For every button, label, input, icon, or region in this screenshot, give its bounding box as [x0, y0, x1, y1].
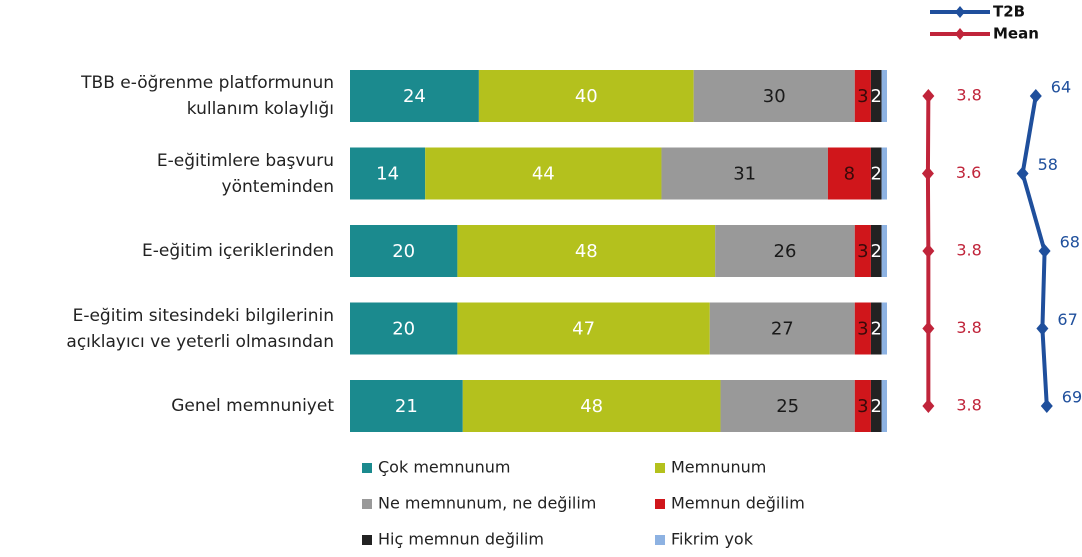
bar-segment — [709, 302, 855, 355]
bar-segment — [854, 380, 871, 432]
data-label: 21 — [395, 396, 418, 417]
legend-swatch — [655, 535, 665, 545]
line-label: 3.6 — [956, 163, 981, 182]
bar-segment — [720, 380, 855, 432]
bar-segment — [693, 70, 855, 122]
legend-swatch — [362, 499, 372, 509]
bar-segment — [350, 380, 463, 432]
data-label: 47 — [572, 319, 595, 340]
bar-segment — [457, 302, 710, 355]
bar-segment — [827, 147, 871, 200]
bar-segment — [870, 225, 882, 277]
data-label: 8 — [844, 164, 855, 185]
bar-segment — [350, 70, 479, 122]
category-label: Genel memnuniyet — [171, 396, 334, 416]
line-marker — [921, 166, 934, 181]
line-marker — [1036, 321, 1049, 336]
data-label: 20 — [392, 241, 415, 262]
legend-swatch — [655, 463, 665, 473]
data-label: 25 — [776, 396, 799, 417]
line-label: 64 — [1051, 78, 1071, 97]
data-label: 40 — [575, 86, 598, 107]
legend-swatch — [655, 499, 665, 509]
legend-label: Mean — [993, 25, 1039, 43]
category-label: TBB e-öğrenme platformunun kullanım kola… — [81, 73, 334, 119]
bar-segment — [462, 380, 721, 432]
line-marker — [1038, 244, 1051, 258]
data-label: 2 — [871, 86, 882, 107]
data-label: 3 — [857, 86, 868, 107]
bar-segment — [881, 302, 887, 355]
bar-segment — [881, 70, 887, 122]
category-label: E-eğitim içeriklerinden — [142, 241, 334, 261]
data-label: 2 — [871, 241, 882, 262]
line-marker — [922, 89, 935, 103]
line-marker — [922, 399, 935, 413]
data-label: 26 — [774, 241, 797, 262]
bar-segment — [870, 147, 882, 200]
data-label: 2 — [871, 319, 882, 340]
line-marker — [922, 244, 935, 258]
bar-segment — [457, 225, 716, 277]
line-marker — [1040, 399, 1053, 413]
data-label: 27 — [771, 319, 794, 340]
legend-swatch — [362, 463, 372, 473]
bar-segment — [425, 147, 662, 200]
legend-marker — [955, 28, 965, 40]
bar-segment — [870, 70, 882, 122]
line-label: 3.8 — [956, 396, 981, 415]
line-label: 3.8 — [956, 241, 981, 260]
line-label: 3.8 — [956, 318, 981, 337]
line-marker — [922, 321, 935, 336]
category-label: E-eğitim sitesindeki bilgilerinin açıkla… — [66, 305, 334, 352]
bar-segment — [881, 147, 887, 200]
data-label: 24 — [403, 86, 426, 107]
data-label: 3 — [857, 396, 868, 417]
bar-segment — [478, 70, 694, 122]
bar-segment — [854, 70, 871, 122]
data-label: 30 — [763, 86, 786, 107]
line-label: 69 — [1062, 388, 1082, 407]
bar-segment — [870, 380, 882, 432]
bar-segment — [881, 380, 887, 432]
bar-segment — [350, 225, 458, 277]
legend-label: Ne memnunum, ne değilim — [378, 494, 596, 513]
line-label: 3.8 — [956, 86, 981, 105]
line-marker — [1029, 89, 1042, 103]
data-label: 2 — [871, 396, 882, 417]
data-label: 48 — [575, 241, 598, 262]
bar-segment — [715, 225, 855, 277]
legend-label: Fikrim yok — [671, 530, 754, 549]
legend-swatch — [362, 535, 372, 545]
data-label: 3 — [857, 319, 868, 340]
line-label: 68 — [1060, 233, 1080, 252]
bar-segment — [661, 147, 828, 200]
line-marker — [1016, 166, 1029, 181]
data-label: 48 — [580, 396, 603, 417]
legend-label: T2B — [993, 3, 1025, 21]
legend-label: Hiç memnun değilim — [378, 530, 544, 549]
category-label: E-eğitimlere başvuru yönteminden — [156, 150, 334, 197]
bar-segment — [881, 225, 887, 277]
bar-segment — [854, 302, 871, 355]
line-label: 58 — [1038, 155, 1058, 174]
bar-segment — [870, 302, 882, 355]
legend-label: Memnunum — [671, 458, 766, 477]
data-label: 44 — [532, 164, 555, 185]
data-label: 3 — [857, 241, 868, 262]
bar-segment — [854, 225, 871, 277]
legend-marker — [955, 6, 965, 18]
data-label: 14 — [376, 164, 399, 185]
bar-segment — [350, 302, 458, 355]
legend-label: Çok memnunum — [378, 458, 510, 477]
data-label: 20 — [392, 319, 415, 340]
bar-segment — [350, 147, 426, 200]
legend-label: Memnun değilim — [671, 494, 805, 513]
data-label: 2 — [871, 164, 882, 185]
line-label: 67 — [1057, 310, 1077, 329]
data-label: 31 — [733, 164, 756, 185]
